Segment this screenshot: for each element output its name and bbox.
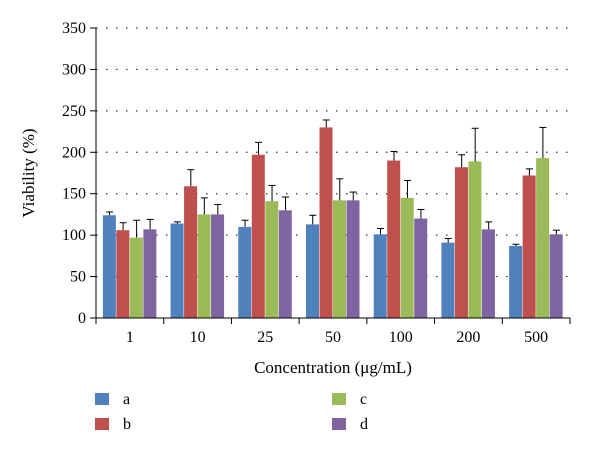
bar-b-500 bbox=[522, 175, 536, 318]
bar-b-1 bbox=[116, 230, 130, 318]
bar-b-100 bbox=[387, 160, 401, 318]
x-tick-label-50: 50 bbox=[325, 329, 341, 346]
bar-a-100 bbox=[373, 234, 387, 318]
y-tick-label: 300 bbox=[62, 61, 86, 78]
bar-d-25 bbox=[278, 210, 292, 318]
legend-swatch-a bbox=[95, 393, 109, 405]
bar-d-50 bbox=[346, 200, 360, 318]
bar-a-10 bbox=[170, 223, 184, 318]
x-axis-title: Concentration (μg/mL) bbox=[254, 358, 412, 377]
bar-b-200 bbox=[454, 167, 468, 318]
legend-label-a: a bbox=[123, 391, 130, 408]
y-tick-label: 350 bbox=[62, 20, 86, 37]
y-tick-label: 100 bbox=[62, 227, 86, 244]
bar-b-50 bbox=[319, 127, 333, 318]
x-tick-label-25: 25 bbox=[257, 329, 273, 346]
bar-c-200 bbox=[468, 161, 482, 318]
legend-swatch-d bbox=[332, 418, 346, 430]
y-tick-label: 250 bbox=[62, 103, 86, 120]
bar-d-500 bbox=[549, 234, 563, 318]
y-tick-label: 150 bbox=[62, 186, 86, 203]
y-tick-label: 0 bbox=[78, 310, 86, 327]
bar-d-10 bbox=[211, 214, 225, 318]
bar-c-50 bbox=[333, 200, 346, 318]
x-tick-label-100: 100 bbox=[389, 329, 413, 346]
bar-c-100 bbox=[400, 197, 414, 318]
bar-d-200 bbox=[481, 229, 495, 318]
legend: ab cd bbox=[95, 391, 368, 433]
x-tick-label-200: 200 bbox=[456, 329, 480, 346]
bar-d-100 bbox=[414, 218, 428, 318]
bar-c-10 bbox=[197, 214, 211, 318]
y-tick-label: 50 bbox=[70, 269, 86, 286]
y-tick-label: 200 bbox=[62, 144, 86, 161]
bar-c-500 bbox=[536, 158, 550, 318]
x-tick-label-500: 500 bbox=[524, 329, 548, 346]
bars bbox=[102, 127, 563, 318]
bar-a-1 bbox=[102, 215, 116, 318]
bar-a-200 bbox=[441, 242, 455, 318]
axes: 0 50 100 150 200 250 300 350 1 10 25 50 100 200 500 bbox=[62, 20, 571, 346]
bar-a-25 bbox=[238, 226, 252, 318]
bar-a-50 bbox=[306, 224, 319, 318]
legend-label-c: c bbox=[360, 391, 367, 408]
bar-c-1 bbox=[129, 237, 143, 318]
legend-swatch-c bbox=[332, 393, 346, 405]
bar-d-1 bbox=[143, 229, 157, 318]
bar-b-10 bbox=[184, 186, 198, 318]
legend-label-d: d bbox=[360, 416, 368, 433]
bar-c-25 bbox=[265, 201, 279, 318]
bar-a-500 bbox=[509, 245, 523, 318]
legend-swatch-b bbox=[95, 418, 109, 430]
y-axis-title: Viability (%) bbox=[19, 128, 38, 217]
bar-b-25 bbox=[251, 154, 265, 318]
error-bars bbox=[106, 119, 560, 246]
x-tick-label-10: 10 bbox=[190, 329, 206, 346]
x-tick-label-1: 1 bbox=[126, 329, 134, 346]
legend-label-b: b bbox=[123, 416, 131, 433]
